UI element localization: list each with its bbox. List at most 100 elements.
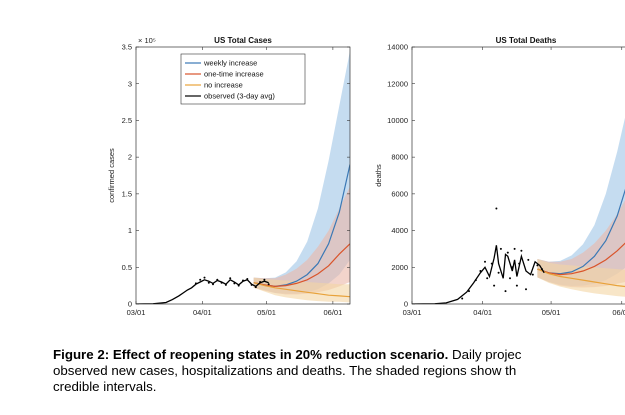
chart-title: US Total Deaths	[496, 36, 557, 45]
observed-point	[220, 281, 223, 284]
y-tick-label: 2	[128, 153, 132, 162]
observed-point	[461, 297, 464, 300]
y-tick-label: 3	[128, 79, 132, 88]
y-axis-label: confirmed cases	[107, 148, 116, 203]
x-tick-label: 06/01	[612, 308, 625, 317]
no-increase-line	[537, 268, 625, 288]
x-tick-label: 05/01	[257, 308, 276, 317]
observed-point	[237, 284, 240, 287]
figure-svg: 0 0.5 1 1.5 2 2.5 3 3.5 03/01 04/01 05/01 06/01 US T…	[107, 36, 625, 317]
y-axis-label: deaths	[374, 164, 383, 187]
observed-point	[259, 281, 262, 283]
observed-point	[499, 247, 502, 250]
observed-point	[216, 278, 219, 281]
caption-line-1: Figure 2: Effect of reopening states in …	[53, 347, 625, 363]
legend-item-no-increase: no increase	[185, 81, 243, 90]
observed-point	[233, 282, 236, 285]
weekly-increase-band	[253, 50, 350, 294]
legend-item-observed: observed (3-day avg)	[185, 92, 275, 101]
observed-point	[194, 282, 197, 285]
observed-point	[513, 247, 516, 250]
observed-point	[203, 276, 206, 279]
observed-point	[527, 258, 530, 261]
observed-line	[136, 278, 269, 304]
observed-point	[207, 281, 210, 284]
observed-point	[242, 279, 244, 282]
observed-point	[504, 290, 507, 293]
observed-point	[509, 277, 511, 280]
x-tick-label: 04/01	[473, 308, 492, 317]
legend-label: no increase	[204, 81, 243, 90]
observed-line	[412, 245, 545, 304]
y-tick-label: 12000	[387, 79, 408, 88]
observed-point	[515, 284, 518, 287]
one-time-increase-line	[253, 243, 350, 288]
observed-point	[254, 286, 257, 289]
legend-label: weekly increase	[203, 59, 257, 68]
observed-point	[511, 266, 514, 269]
observed-point	[541, 268, 543, 271]
observed-point	[525, 288, 527, 291]
y-tick-label: 0.5	[122, 263, 132, 272]
y-tick-label: 3.5	[122, 43, 132, 52]
observed-point	[490, 262, 493, 265]
observed-point	[536, 264, 539, 267]
chart-panel-1: 0 0.5 1 1.5 2 2.5 3 3.5 03/01 04/01 05/01 06/01 US T…	[107, 36, 351, 317]
observed-point	[484, 260, 486, 263]
observed-point	[267, 283, 270, 286]
observed-point	[250, 283, 253, 286]
one-time-increase-line	[537, 242, 625, 276]
legend: weekly increase one-time increase no incre…	[180, 53, 306, 105]
y-tick-label: 6000	[391, 189, 408, 198]
x-tick-label: 04/01	[193, 308, 212, 317]
observed-point	[531, 273, 534, 276]
x-tick-label: 05/01	[542, 308, 561, 317]
observed-point	[506, 251, 509, 254]
legend-item-weekly-increase: weekly increase	[185, 59, 257, 68]
y-tick-label: 14000	[387, 43, 408, 52]
figure-panels: 0 0.5 1 1.5 2 2.5 3 3.5 03/01 04/01 05/01 06/01 US T…	[107, 36, 625, 317]
legend-item-one-time-increase: one-time increase	[185, 70, 264, 79]
caption-bold-title: Figure 2: Effect of reopening states in …	[53, 347, 449, 362]
observed-point	[468, 290, 470, 293]
plot-content	[136, 50, 350, 304]
observed-point	[263, 278, 266, 281]
observed-point	[246, 278, 249, 280]
observed-point	[212, 283, 214, 286]
caption-line-2: observed new cases, hospitalizations and…	[53, 363, 517, 378]
observed-point	[520, 249, 523, 252]
y-tick-label: 0	[404, 300, 408, 309]
no-increase-band	[253, 277, 350, 303]
plot-content	[412, 117, 625, 304]
x-tick-label: 06/01	[323, 308, 342, 317]
observed-point	[518, 262, 521, 265]
axes-box	[411, 46, 625, 305]
observed-point	[474, 279, 477, 282]
legend-box	[180, 53, 306, 105]
y-exponent-label: × 10⁵	[138, 36, 156, 45]
y-tick-label: 10000	[387, 116, 408, 125]
observed-point	[199, 278, 202, 281]
legend-label: observed (3-day avg)	[204, 92, 275, 101]
no-increase-line	[253, 282, 350, 298]
legend-label: one-time increase	[204, 70, 264, 79]
observed-point	[497, 271, 500, 274]
x-tick-label: 03/01	[127, 308, 146, 317]
y-tick-label: 8000	[391, 153, 408, 162]
y-tick-label: 1	[128, 226, 132, 235]
x-tick-label: 03/01	[403, 308, 422, 317]
caption-line-1-rest: Daily projec	[448, 347, 522, 362]
chart-panel-2: 0 2000 4000 6000 8000 10000 12000 14000 03/01 04/…	[374, 36, 625, 317]
observed-point	[495, 207, 498, 210]
observed-point	[479, 270, 482, 272]
y-tick-label: 2.5	[122, 116, 132, 125]
caption-line-3: credible intervals.	[53, 379, 157, 394]
no-increase-band	[537, 259, 625, 297]
y-tick-label: 1.5	[122, 189, 132, 198]
axes-box	[135, 46, 351, 305]
figure-caption: Figure 2: Effect of reopening states in …	[53, 347, 625, 395]
y-tick-label: 4000	[391, 226, 408, 235]
observed-point	[229, 277, 232, 280]
chart-title: US Total Cases	[214, 36, 272, 45]
observed-point	[486, 277, 489, 280]
